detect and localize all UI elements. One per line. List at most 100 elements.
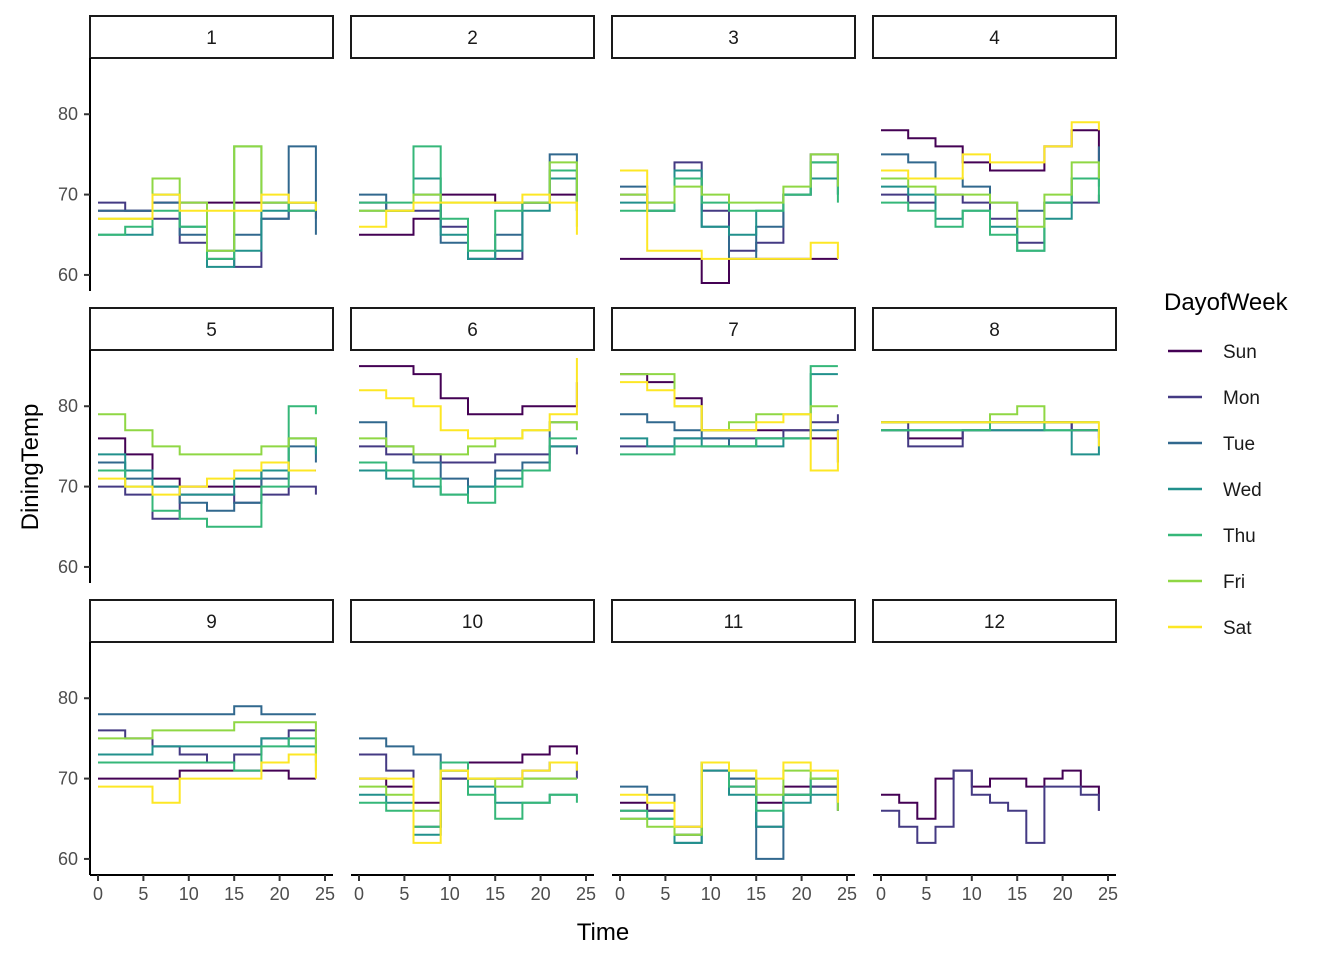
legend-entry-thu: Thu bbox=[1168, 526, 1256, 547]
legend-entry-sat: Sat bbox=[1168, 618, 1252, 639]
facet-strip-2 bbox=[350, 15, 595, 59]
series-line-thu bbox=[98, 737, 317, 772]
facet-panel-3: 3 bbox=[611, 15, 856, 284]
facet-strip-6 bbox=[350, 307, 595, 351]
x-tick-label: 25 bbox=[315, 884, 335, 904]
facet-strip-label: 11 bbox=[724, 612, 744, 633]
series-line-fri bbox=[881, 161, 1100, 228]
series-line-fri bbox=[98, 721, 317, 771]
facet-strip-11 bbox=[611, 599, 856, 643]
facet-strip-10 bbox=[350, 599, 595, 643]
x-tick-label: 20 bbox=[792, 884, 812, 904]
series-line-sat bbox=[98, 193, 317, 220]
legend: DayofWeek Sun Mon Tue Wed Thu Fri Sat bbox=[1164, 289, 1289, 639]
y-tick-label: 70 bbox=[58, 477, 78, 497]
series-line-sun bbox=[620, 257, 838, 284]
x-tick-label: 15 bbox=[1007, 884, 1027, 904]
series-line-sat bbox=[359, 358, 578, 440]
facet-strip-label: 4 bbox=[989, 28, 1000, 49]
series-line-wed bbox=[620, 373, 838, 448]
y-tick-label: 70 bbox=[58, 185, 78, 205]
series-line-sat bbox=[359, 193, 578, 235]
series-line-fri bbox=[620, 153, 839, 204]
x-tick-label: 20 bbox=[270, 884, 290, 904]
series-line-sun bbox=[620, 373, 839, 463]
legend-entry-mon: Mon bbox=[1168, 388, 1260, 409]
x-tick-label: 25 bbox=[1098, 884, 1118, 904]
x-tick-label: 25 bbox=[576, 884, 596, 904]
y-tick-label: 80 bbox=[58, 104, 78, 124]
legend-label: Sat bbox=[1223, 618, 1252, 639]
legend-entry-sun: Sun bbox=[1168, 342, 1257, 363]
facet-strip-label: 12 bbox=[984, 612, 1005, 633]
facet-strip-9 bbox=[89, 599, 334, 643]
x-tick-label: 10 bbox=[962, 884, 982, 904]
series-line-thu bbox=[359, 437, 577, 504]
facet-strip-7 bbox=[611, 307, 856, 351]
series-line-thu bbox=[359, 761, 578, 828]
panels-layer: 1 2 3 45 6 7 89 10 11 12 bbox=[89, 15, 1117, 860]
legend-label: Thu bbox=[1223, 526, 1256, 547]
facet-strip-label: 5 bbox=[206, 320, 217, 341]
series-line-mon bbox=[881, 769, 1100, 844]
legend-entry-wed: Wed bbox=[1168, 480, 1262, 501]
facet-strip-label: 2 bbox=[467, 28, 478, 49]
y-tick-label: 80 bbox=[58, 688, 78, 708]
facet-strip-label: 7 bbox=[728, 320, 739, 341]
facet-panel-4: 4 bbox=[872, 15, 1117, 252]
x-tick-label: 5 bbox=[660, 884, 670, 904]
legend-label: Wed bbox=[1223, 480, 1262, 501]
legend-entry-fri: Fri bbox=[1168, 572, 1245, 593]
facet-panel-11: 11 bbox=[611, 599, 856, 860]
series-line-fri bbox=[98, 413, 317, 456]
facet-strip-label: 6 bbox=[467, 320, 478, 341]
facet-strip-label: 9 bbox=[206, 612, 217, 633]
series-line-sat bbox=[620, 169, 839, 260]
facet-strip-label: 1 bbox=[206, 28, 217, 49]
x-tick-label: 10 bbox=[440, 884, 460, 904]
series-line-sun bbox=[98, 769, 316, 780]
x-tick-label: 15 bbox=[224, 884, 244, 904]
legend-label: Sun bbox=[1223, 342, 1257, 363]
series-line-sat bbox=[98, 461, 316, 496]
x-tick-label: 15 bbox=[746, 884, 766, 904]
facet-panel-7: 7 bbox=[611, 307, 856, 472]
y-tick-label: 60 bbox=[58, 849, 78, 869]
x-axis-title: Time bbox=[577, 919, 629, 946]
facet-strip-8 bbox=[872, 307, 1117, 351]
x-tick-label: 0 bbox=[615, 884, 625, 904]
series-line-sat bbox=[881, 421, 1100, 447]
facet-strip-label: 3 bbox=[728, 28, 739, 49]
facet-panel-1: 1 bbox=[89, 15, 334, 268]
x-tick-label: 15 bbox=[485, 884, 505, 904]
series-line-sun bbox=[881, 769, 1100, 820]
x-tick-label: 20 bbox=[1053, 884, 1073, 904]
y-axis-title: DiningTemp bbox=[17, 404, 44, 531]
facet-strip-label: 8 bbox=[989, 320, 1000, 341]
facet-strip-12 bbox=[872, 599, 1117, 643]
series-line-fri bbox=[881, 405, 1099, 424]
facet-strip-label: 10 bbox=[462, 612, 483, 633]
facet-strip-5 bbox=[89, 307, 334, 351]
series-line-sat bbox=[620, 761, 839, 828]
facet-strip-4 bbox=[872, 15, 1117, 59]
series-line-sat bbox=[881, 121, 1100, 180]
facet-strip-3 bbox=[611, 15, 856, 59]
legend-label: Tue bbox=[1223, 434, 1255, 455]
legend-label: Mon bbox=[1223, 388, 1260, 409]
x-tick-label: 0 bbox=[354, 884, 364, 904]
x-tick-label: 25 bbox=[837, 884, 857, 904]
series-line-wed bbox=[881, 429, 1100, 456]
series-line-sat bbox=[620, 381, 839, 472]
series-line-thu bbox=[620, 761, 839, 836]
facet-panel-5: 5 bbox=[89, 307, 334, 528]
x-tick-label: 0 bbox=[93, 884, 103, 904]
series-line-sun bbox=[359, 365, 578, 416]
facet-panel-8: 8 bbox=[872, 307, 1117, 456]
facet-panel-9: 9 bbox=[89, 599, 334, 804]
x-tick-label: 20 bbox=[531, 884, 551, 904]
series-line-sun bbox=[881, 129, 1100, 172]
legend-label: Fri bbox=[1223, 572, 1245, 593]
